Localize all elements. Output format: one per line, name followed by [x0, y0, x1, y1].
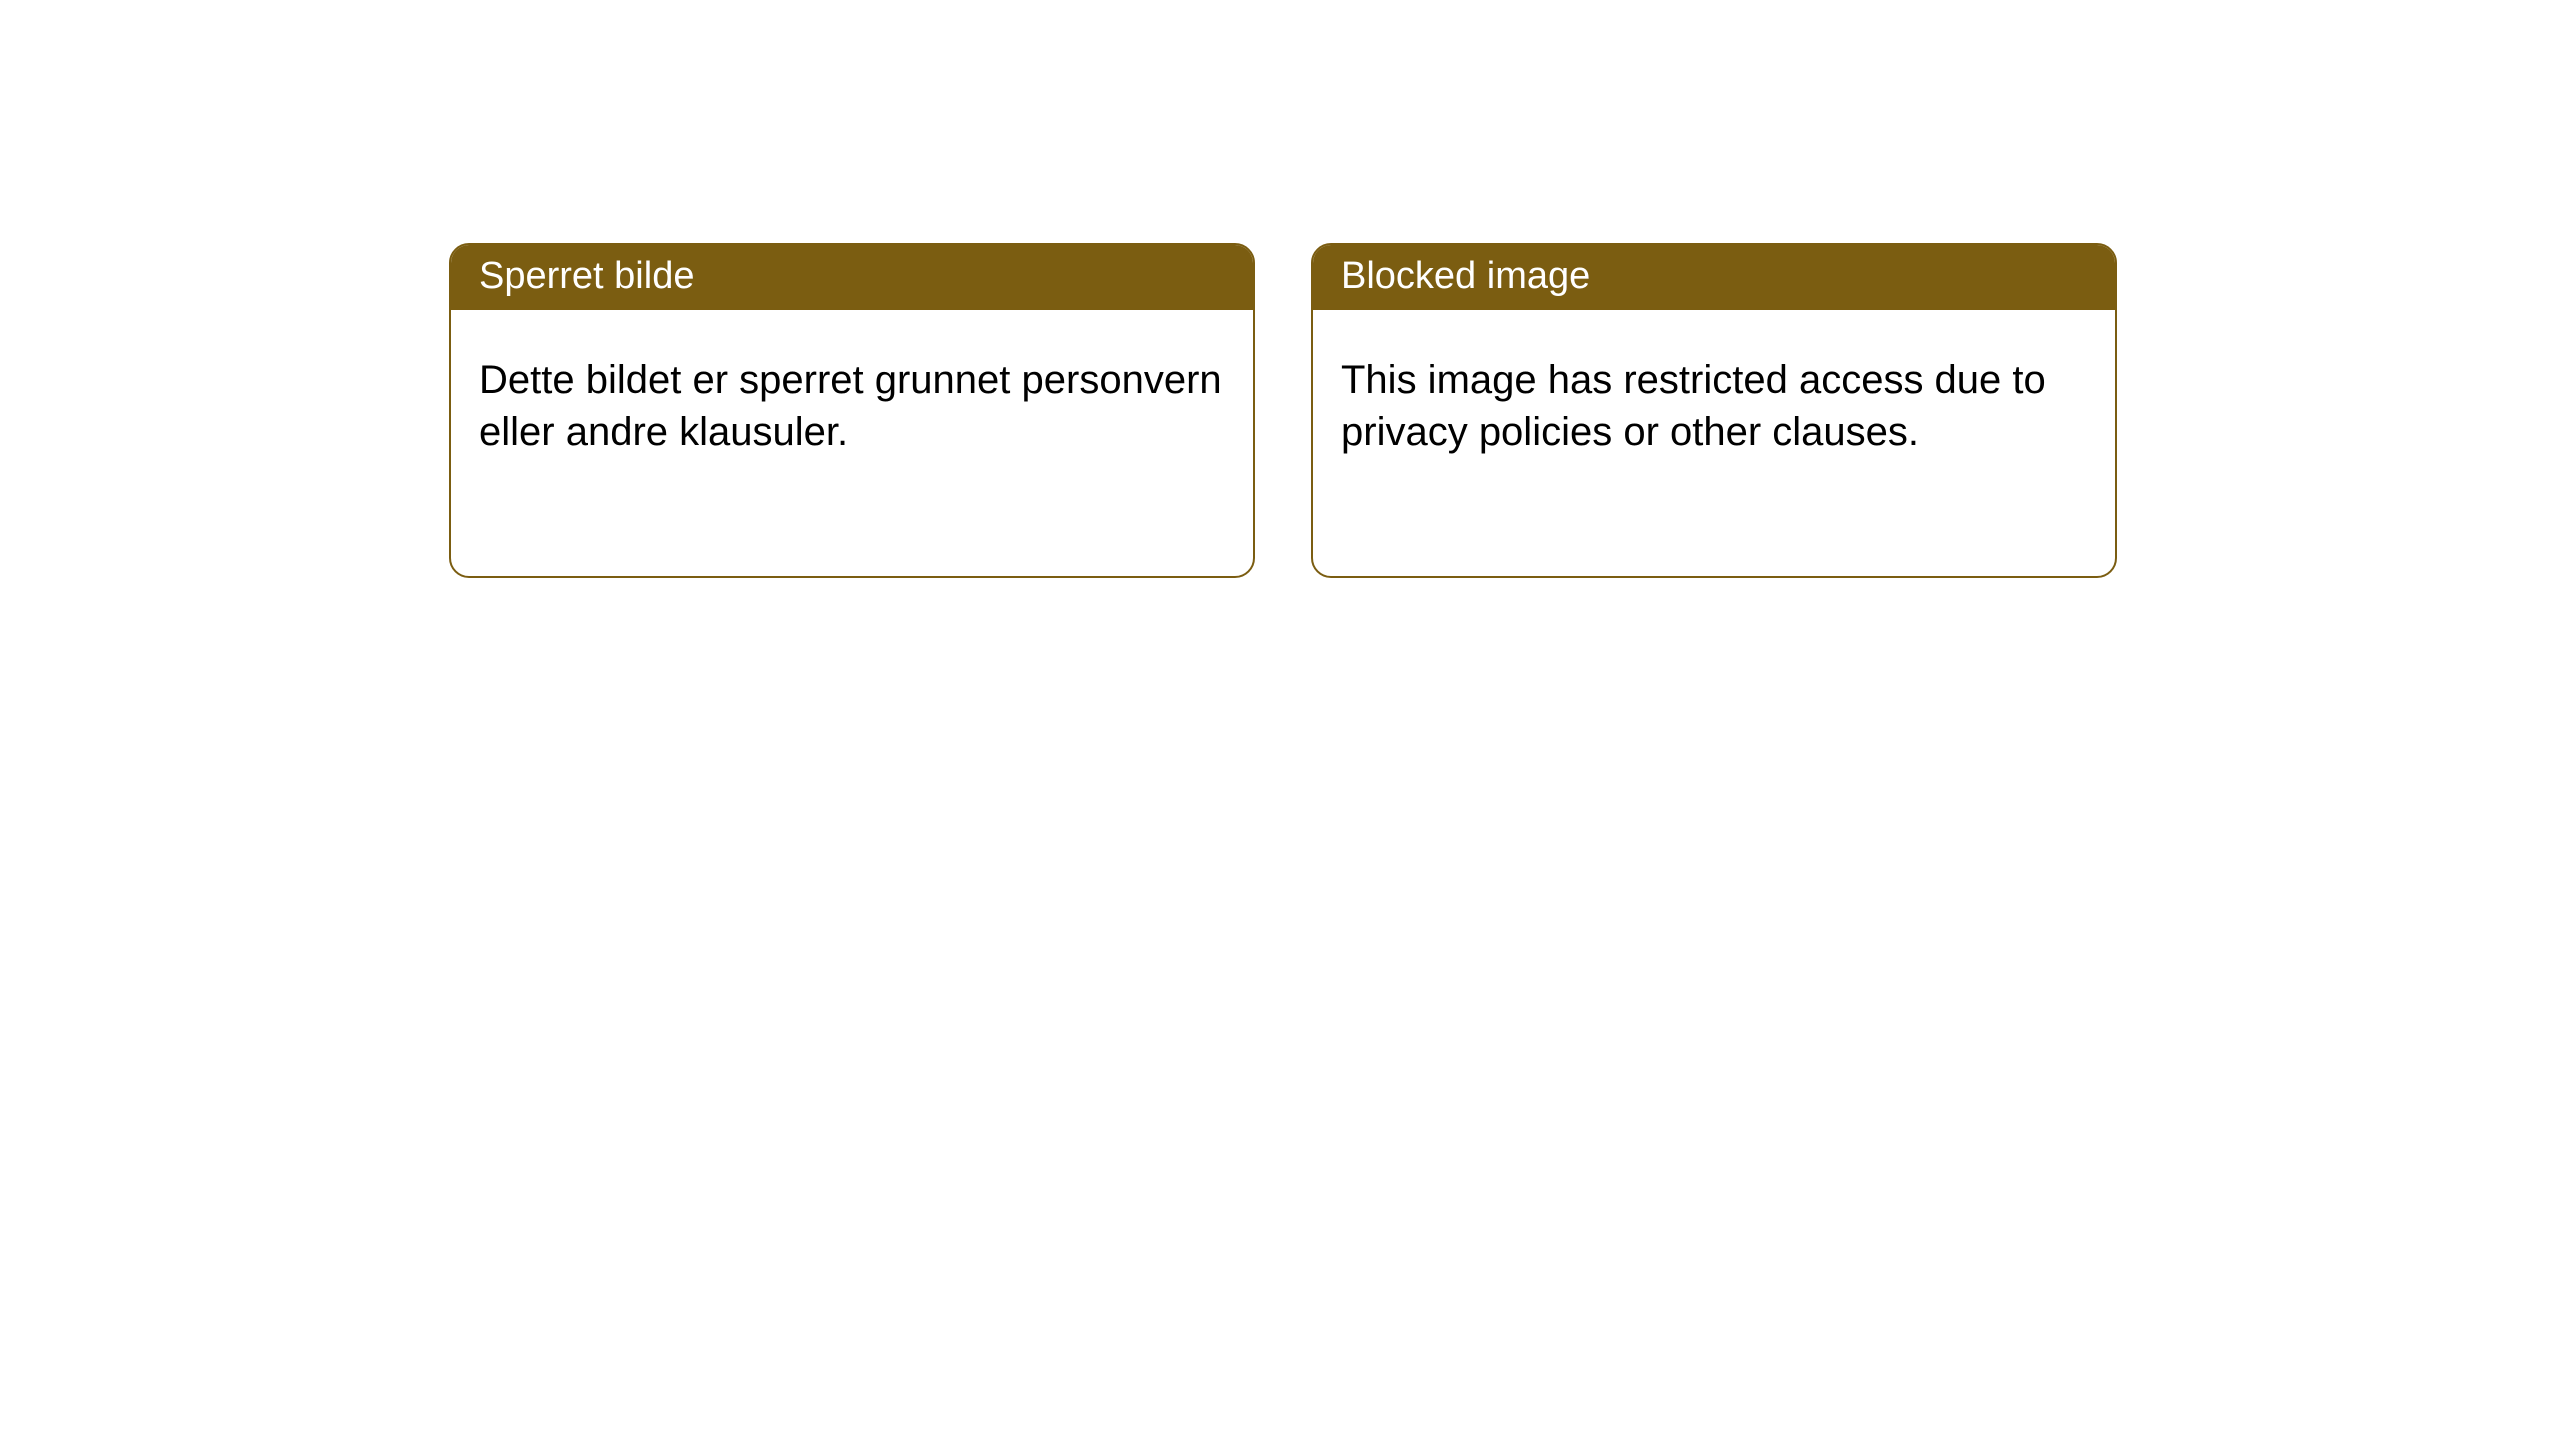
- blocked-image-card-english: Blocked image This image has restricted …: [1311, 243, 2117, 578]
- card-body: This image has restricted access due to …: [1313, 310, 2115, 502]
- card-title: Blocked image: [1341, 255, 1590, 297]
- card-header: Sperret bilde: [451, 245, 1253, 310]
- cards-container: Sperret bilde Dette bildet er sperret gr…: [0, 0, 2560, 578]
- card-title: Sperret bilde: [479, 255, 694, 297]
- card-body: Dette bildet er sperret grunnet personve…: [451, 310, 1253, 502]
- card-message: Dette bildet er sperret grunnet personve…: [479, 358, 1222, 454]
- blocked-image-card-norwegian: Sperret bilde Dette bildet er sperret gr…: [449, 243, 1255, 578]
- card-header: Blocked image: [1313, 245, 2115, 310]
- card-message: This image has restricted access due to …: [1341, 358, 2046, 454]
